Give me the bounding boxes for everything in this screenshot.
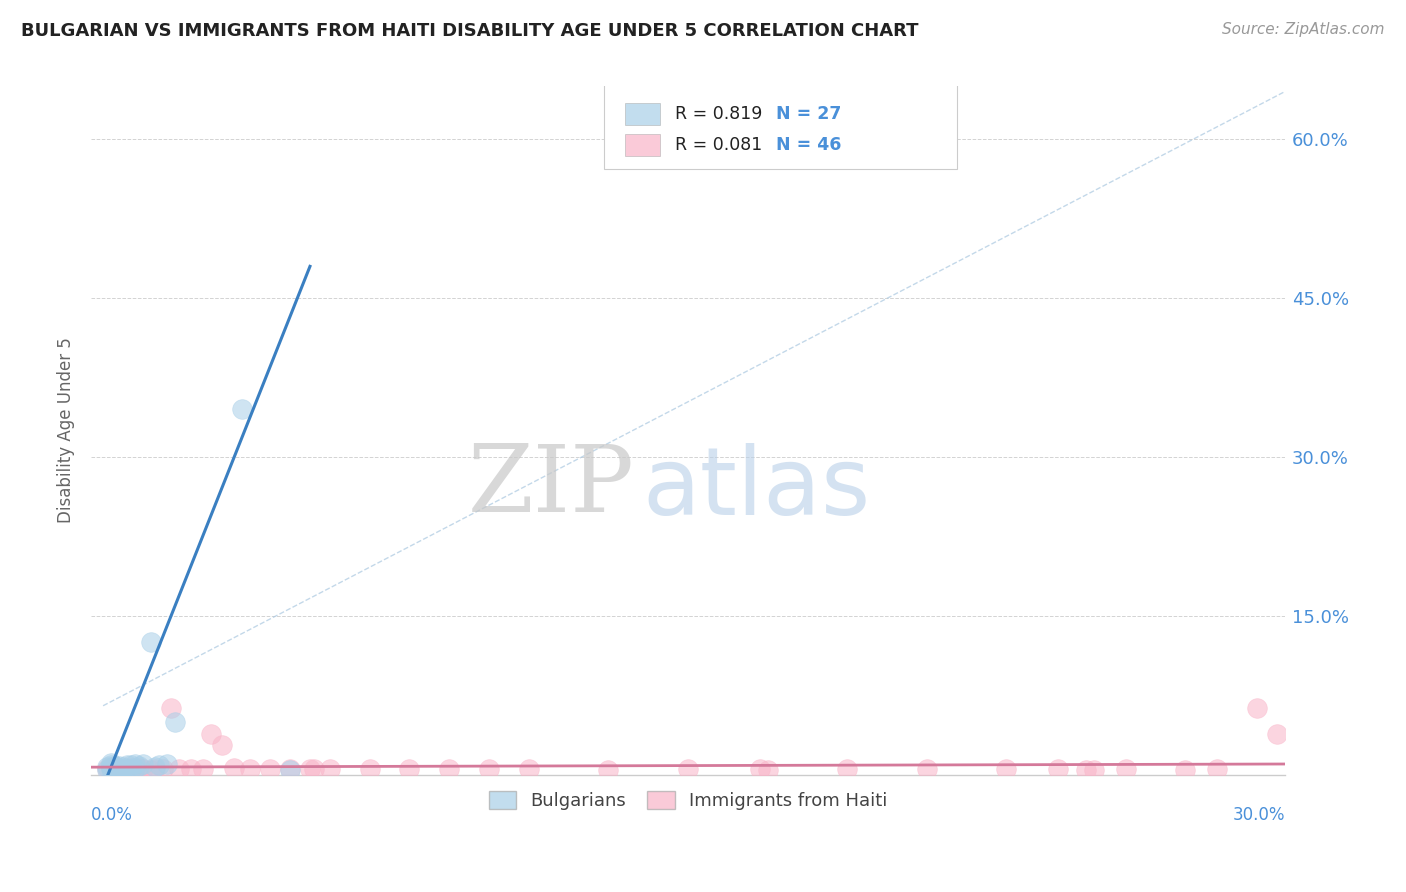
Point (278, 764, 301, 778)
Point (302, 762, 325, 776)
Point (111, 760, 134, 774)
Point (298, 762, 321, 776)
Point (1206, 762, 1229, 776)
FancyBboxPatch shape (605, 83, 956, 169)
Point (100, 762, 122, 776)
Point (104, 762, 127, 776)
Point (100, 758, 122, 772)
Text: 30.0%: 30.0% (1232, 805, 1285, 823)
Text: atlas: atlas (643, 443, 870, 535)
Point (191, 762, 214, 776)
Point (211, 738, 233, 752)
Point (143, 762, 166, 776)
Point (111, 762, 134, 776)
Point (1265, 727, 1288, 741)
Point (517, 762, 540, 776)
Text: Source: ZipAtlas.com: Source: ZipAtlas.com (1222, 22, 1385, 37)
Point (100, 762, 122, 776)
Point (128, 759, 150, 773)
Text: N = 27: N = 27 (776, 105, 842, 123)
Point (359, 762, 381, 776)
Point (995, 762, 1018, 776)
Point (96, 760, 118, 774)
Point (132, 762, 155, 776)
Point (100, 756, 122, 770)
Point (439, 762, 461, 776)
Point (115, 762, 138, 776)
Point (1074, 764, 1097, 778)
Point (96, 762, 118, 776)
FancyBboxPatch shape (624, 134, 661, 156)
Point (224, 761, 246, 775)
Point (319, 762, 342, 776)
Text: 0.0%: 0.0% (91, 805, 134, 823)
Point (239, 762, 262, 776)
Point (148, 758, 170, 772)
Point (156, 756, 179, 771)
Point (132, 756, 155, 771)
Point (835, 762, 858, 776)
Point (124, 761, 146, 775)
Point (139, 764, 162, 778)
Text: ZIP: ZIP (467, 441, 634, 531)
Point (180, 762, 202, 776)
Point (124, 762, 146, 776)
Point (756, 764, 779, 778)
Point (120, 761, 142, 775)
Point (120, 758, 142, 772)
Point (478, 762, 501, 776)
Point (139, 635, 162, 649)
Point (676, 762, 699, 776)
Text: N = 46: N = 46 (776, 136, 842, 153)
Point (163, 714, 186, 729)
Text: R = 0.819: R = 0.819 (675, 105, 762, 123)
Point (915, 762, 938, 776)
Point (231, 402, 253, 417)
Point (1174, 764, 1197, 778)
Point (120, 762, 142, 776)
Point (104, 759, 127, 773)
Point (167, 762, 190, 776)
Y-axis label: Disability Age Under 5: Disability Age Under 5 (58, 337, 75, 524)
Point (100, 760, 122, 774)
Point (1046, 762, 1069, 776)
Point (128, 761, 150, 775)
Point (1246, 701, 1268, 715)
Point (398, 762, 420, 776)
Point (598, 764, 620, 778)
Text: BULGARIAN VS IMMIGRANTS FROM HAITI DISABILITY AGE UNDER 5 CORRELATION CHART: BULGARIAN VS IMMIGRANTS FROM HAITI DISAB… (21, 22, 918, 40)
Point (1115, 762, 1137, 776)
Point (259, 762, 281, 776)
Point (111, 762, 134, 776)
Point (104, 762, 127, 776)
FancyBboxPatch shape (624, 103, 661, 125)
Point (124, 756, 146, 771)
Point (278, 762, 301, 776)
Point (115, 762, 138, 776)
Point (200, 727, 222, 741)
Point (115, 758, 138, 772)
Point (159, 701, 181, 715)
Point (143, 760, 166, 774)
Point (108, 759, 131, 773)
Legend: Bulgarians, Immigrants from Haiti: Bulgarians, Immigrants from Haiti (481, 783, 894, 817)
Text: R = 0.081: R = 0.081 (675, 136, 762, 153)
Point (96, 764, 118, 778)
Point (1083, 764, 1105, 778)
Point (108, 764, 131, 778)
Point (152, 762, 174, 776)
Point (748, 762, 770, 776)
Point (108, 762, 131, 776)
